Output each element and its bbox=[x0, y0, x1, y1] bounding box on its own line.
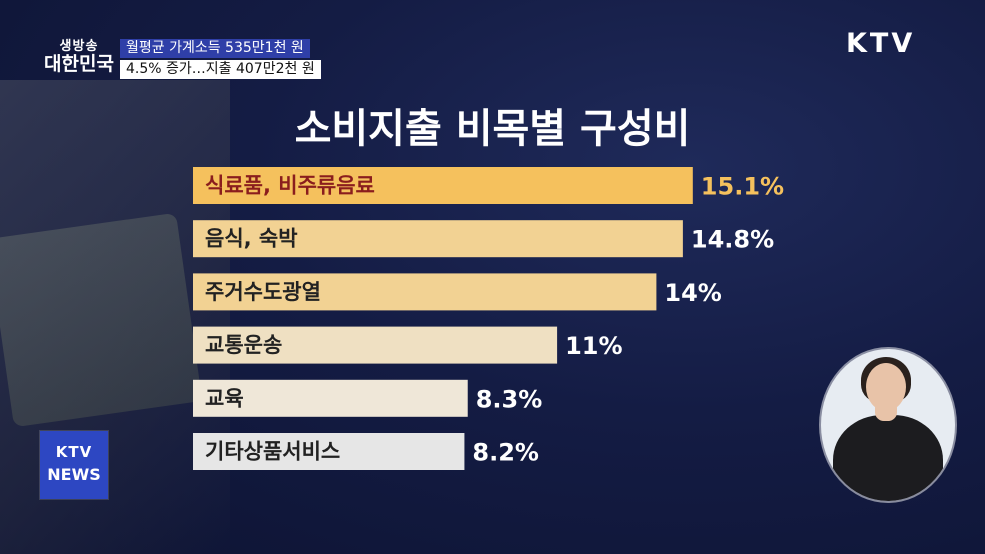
interpreter-body bbox=[833, 415, 943, 501]
bar-label-0: 식료품, 비주류음료 bbox=[205, 174, 375, 198]
sign-language-interpreter bbox=[821, 349, 955, 501]
background-photo-notebook bbox=[0, 80, 230, 554]
interpreter-hand bbox=[875, 399, 897, 421]
headline-line2: 4.5% 증가…지출 407만2천 원 bbox=[120, 60, 321, 79]
bar-3 bbox=[193, 326, 558, 364]
bar-value-label-3: 11% bbox=[565, 332, 622, 360]
chart-title: 소비지출 비목별 구성비 bbox=[294, 106, 691, 152]
bar-2 bbox=[193, 273, 657, 311]
ktv-news-badge: KTV NEWS bbox=[40, 431, 108, 499]
bar-value-label-2: 14% bbox=[664, 279, 721, 307]
bar-value-label-1: 14.8% bbox=[691, 226, 774, 254]
program-logo: 생방송 대한민국 bbox=[38, 40, 120, 74]
headline-line1: 월평균 가계소득 535만1천 원 bbox=[120, 39, 310, 58]
bar-value-label-5: 8.2% bbox=[472, 439, 539, 467]
ktv-news-badge-line1: KTV bbox=[55, 443, 93, 461]
program-logo-line2: 대한민국 bbox=[44, 53, 114, 75]
bar-4 bbox=[193, 379, 468, 417]
bar-value-label-0: 15.1% bbox=[701, 173, 784, 201]
bar-label-5: 기타상품서비스 bbox=[205, 440, 340, 464]
bar-label-2: 주거수도광열 bbox=[205, 280, 321, 304]
bar-label-4: 교육 bbox=[205, 386, 244, 410]
program-logo-line1: 생방송 bbox=[59, 39, 99, 54]
channel-logo: KTV bbox=[846, 28, 916, 59]
bar-1 bbox=[193, 220, 683, 258]
bar-label-3: 교통운송 bbox=[205, 333, 282, 357]
bar-0 bbox=[193, 167, 693, 204]
bar-value-label-4: 8.3% bbox=[476, 385, 543, 413]
ktv-news-badge-line2: NEWS bbox=[47, 465, 101, 484]
bar-label-1: 음식, 숙박 bbox=[205, 227, 298, 251]
bar-5 bbox=[193, 433, 465, 470]
